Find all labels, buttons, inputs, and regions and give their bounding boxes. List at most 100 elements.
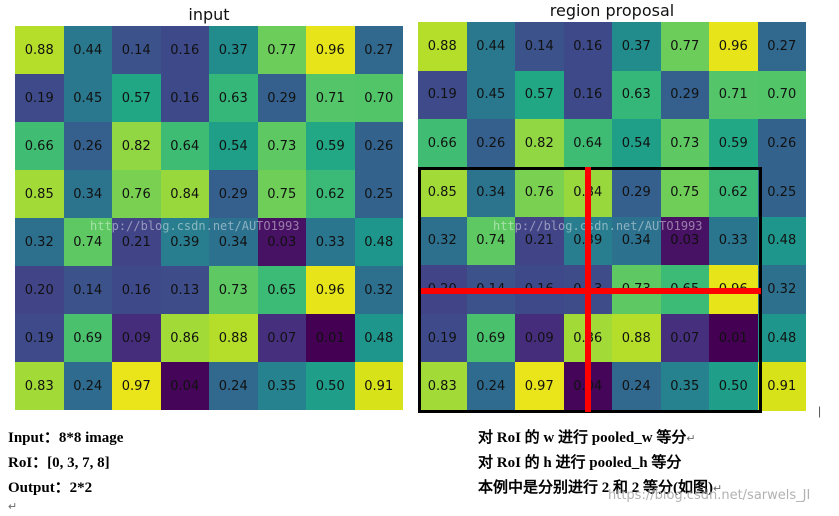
input-cell-7-3: 0.04 — [160, 362, 209, 410]
input-cell-4-5: 0.03 — [257, 218, 306, 266]
proposal-cell-4-0: 0.32 — [418, 216, 467, 266]
proposal-cell-0-6: 0.96 — [709, 22, 758, 71]
input-cell-2-0: 0.66 — [15, 122, 64, 170]
proposal-cell-6-2: 0.09 — [515, 313, 564, 363]
bottom-watermark: https://blog.csdn.net/sarwels_JI — [608, 488, 811, 503]
input-cell-0-2: 0.14 — [112, 26, 161, 74]
input-cell-1-7: 0.70 — [354, 74, 403, 122]
proposal-cell-0-5: 0.77 — [660, 22, 709, 71]
input-cell-0-7: 0.27 — [354, 26, 403, 74]
proposal-cell-2-6: 0.59 — [709, 119, 758, 168]
proposal-cell-1-1: 0.45 — [466, 70, 515, 120]
input-cell-3-1: 0.34 — [63, 170, 112, 218]
proposal-cell-3-2: 0.76 — [515, 167, 564, 217]
input-cell-3-5: 0.75 — [257, 170, 306, 218]
input-cell-1-5: 0.29 — [257, 74, 306, 122]
proposal-cell-3-4: 0.29 — [612, 167, 661, 217]
proposal-grid: 0.88 0.44 0.14 0.16 0.37 0.77 0.96 0.27 0.19 0.45… — [418, 22, 806, 411]
paragraph-mark-icon: ↵ — [686, 433, 696, 445]
input-cell-2-6: 0.59 — [306, 122, 355, 170]
proposal-cell-3-0: 0.85 — [418, 167, 467, 217]
text-cursor-icon: | — [818, 404, 822, 418]
proposal-cell-4-6: 0.33 — [709, 216, 758, 266]
input-cell-6-6: 0.01 — [306, 314, 355, 362]
input-cell-6-0: 0.19 — [15, 314, 64, 362]
note-input: Input：8*8 image — [8, 430, 124, 446]
input-cell-6-5: 0.07 — [257, 314, 306, 362]
input-cell-6-1: 0.69 — [63, 314, 112, 362]
note-output: Output：2*2 — [8, 480, 93, 496]
proposal-cell-2-7: 0.26 — [757, 119, 806, 168]
proposal-cell-0-2: 0.14 — [515, 22, 564, 71]
proposal-panel-title: region proposal — [549, 1, 675, 20]
proposal-cell-6-1: 0.69 — [466, 313, 515, 363]
input-cell-1-2: 0.57 — [112, 74, 161, 122]
proposal-cell-1-2: 0.57 — [515, 70, 564, 120]
proposal-cell-7-1: 0.24 — [466, 362, 515, 411]
input-cell-7-1: 0.24 — [63, 362, 112, 410]
proposal-cell-2-1: 0.26 — [466, 119, 515, 168]
input-cell-4-6: 0.33 — [306, 218, 355, 266]
proposal-cell-2-2: 0.82 — [515, 119, 564, 168]
proposal-cell-6-6: 0.01 — [709, 313, 758, 363]
input-cell-3-7: 0.25 — [354, 170, 403, 218]
input-cell-4-4: 0.34 — [209, 218, 258, 266]
input-cell-7-6: 0.50 — [306, 362, 355, 410]
input-cell-0-1: 0.44 — [63, 26, 112, 74]
input-cell-6-4: 0.88 — [209, 314, 258, 362]
input-cell-6-7: 0.48 — [354, 314, 403, 362]
input-cell-4-0: 0.32 — [15, 218, 64, 266]
input-cell-3-4: 0.29 — [209, 170, 258, 218]
input-cell-5-0: 0.20 — [15, 266, 64, 314]
note-split-h: 对 RoI 的 h 进行 pooled_h 等分 — [478, 455, 682, 471]
input-cell-4-1: 0.74 — [63, 218, 112, 266]
note-roi: RoI：[0, 3, 7, 8] — [8, 455, 110, 471]
proposal-cell-4-2: 0.21 — [515, 216, 564, 266]
input-cell-5-6: 0.96 — [306, 266, 355, 314]
input-cell-5-5: 0.65 — [257, 266, 306, 314]
input-panel-title: input — [188, 5, 230, 24]
input-cell-7-2: 0.97 — [112, 362, 161, 410]
proposal-cell-1-3: 0.16 — [563, 70, 612, 120]
proposal-cell-7-6: 0.50 — [709, 362, 758, 411]
input-cell-2-4: 0.54 — [209, 122, 258, 170]
proposal-cell-4-1: 0.74 — [466, 216, 515, 266]
input-cell-3-6: 0.62 — [306, 170, 355, 218]
input-cell-1-6: 0.71 — [306, 74, 355, 122]
input-cell-5-1: 0.14 — [63, 266, 112, 314]
input-cell-2-2: 0.82 — [112, 122, 161, 170]
proposal-cell-0-3: 0.16 — [563, 22, 612, 71]
proposal-cell-2-3: 0.64 — [563, 119, 612, 168]
proposal-cell-1-6: 0.71 — [709, 70, 758, 120]
note-example: 本例中是分别进行 2 和 2 等分(如图)↵ — [478, 476, 722, 497]
proposal-cell-4-7: 0.48 — [757, 216, 806, 266]
proposal-cell-3-1: 0.34 — [466, 167, 515, 217]
input-cell-7-4: 0.24 — [209, 362, 258, 410]
proposal-cell-1-7: 0.70 — [757, 70, 806, 120]
input-cell-0-0: 0.88 — [15, 26, 64, 74]
input-grid: 0.88 0.44 0.14 0.16 0.37 0.77 0.96 0.27 0.19 0.45… — [15, 26, 403, 410]
input-cell-5-3: 0.13 — [160, 266, 209, 314]
proposal-cell-6-5: 0.07 — [660, 313, 709, 363]
proposal-cell-0-0: 0.88 — [418, 22, 467, 71]
proposal-cell-3-6: 0.62 — [709, 167, 758, 217]
proposal-cell-1-0: 0.19 — [418, 70, 467, 120]
proposal-cell-0-1: 0.44 — [466, 22, 515, 71]
input-cell-5-7: 0.32 — [354, 266, 403, 314]
proposal-cell-7-4: 0.24 — [612, 362, 661, 411]
input-cell-5-4: 0.73 — [209, 266, 258, 314]
input-cell-2-1: 0.26 — [63, 122, 112, 170]
proposal-cell-0-7: 0.27 — [757, 22, 806, 71]
input-cell-0-3: 0.16 — [160, 26, 209, 74]
input-cell-0-5: 0.77 — [257, 26, 306, 74]
proposal-cell-3-5: 0.75 — [660, 167, 709, 217]
note-split-w: 对 RoI 的 w 进行 pooled_w 等分↵ — [478, 426, 696, 447]
input-cell-2-3: 0.64 — [160, 122, 209, 170]
proposal-cell-4-4: 0.34 — [612, 216, 661, 266]
input-cell-4-3: 0.39 — [160, 218, 209, 266]
note-example-text: 本例中是分别进行 2 和 2 等分(如图) — [478, 480, 713, 496]
proposal-cell-3-7: 0.25 — [757, 167, 806, 217]
input-cell-7-5: 0.35 — [257, 362, 306, 410]
proposal-cell-2-4: 0.54 — [612, 119, 661, 168]
input-cell-3-0: 0.85 — [15, 170, 64, 218]
